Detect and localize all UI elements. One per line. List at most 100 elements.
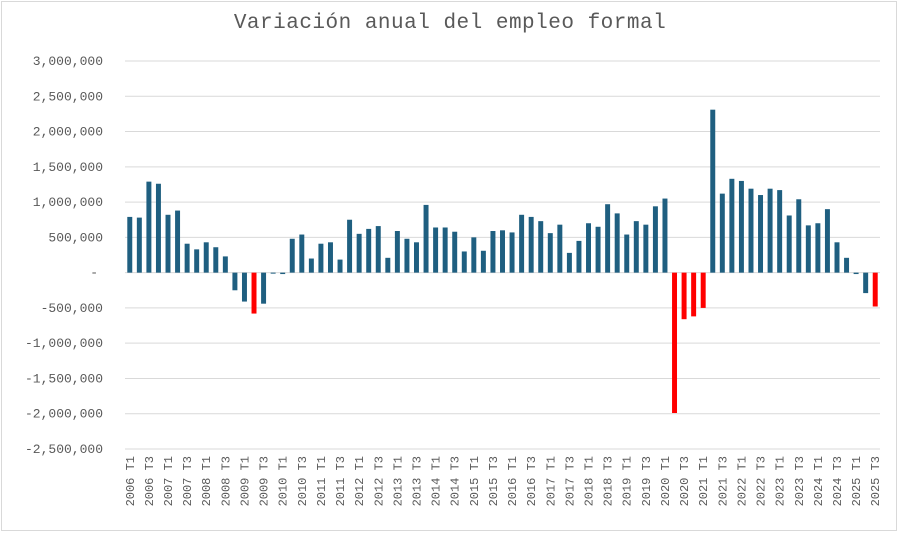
bar [385, 257, 391, 273]
x-tick-label: 2018 T3 [602, 456, 616, 506]
x-tick-label: 2016 T3 [525, 456, 539, 506]
x-tick-label: 2009 T1 [238, 456, 252, 506]
x-tick-label: 2016 T1 [506, 456, 520, 506]
bar [834, 242, 840, 273]
bar [710, 109, 716, 273]
bar [796, 199, 802, 273]
bar [213, 247, 219, 273]
x-tick-label: 2021 T3 [716, 456, 730, 506]
x-axis-labels: 2006 T1 2006 T3 2007 T1 2007 T3 2008 T1 2008 … [124, 456, 883, 506]
x-tick-label: 2022 T3 [755, 456, 769, 506]
x-tick-label: 2025 T3 [869, 456, 883, 506]
bar [471, 237, 477, 273]
x-tick-label: 2008 T1 [200, 456, 214, 506]
bar [480, 250, 486, 273]
y-tick-label: 2,500,000 [33, 89, 103, 104]
bar [672, 272, 678, 414]
x-tick-label: 2020 T3 [678, 456, 692, 506]
bar [624, 234, 630, 273]
bar [414, 242, 419, 273]
bar [863, 272, 869, 294]
bar [261, 272, 267, 304]
bar [175, 210, 181, 273]
x-tick-label: 2007 T1 [162, 456, 176, 506]
bar [155, 183, 161, 273]
chart-title: Variación anual del empleo formal [233, 12, 667, 35]
bar [289, 238, 295, 273]
x-tick-label: 2013 T3 [410, 456, 424, 506]
bar [280, 272, 286, 275]
x-tick-label: 2006 T3 [143, 456, 157, 506]
bar [729, 178, 735, 273]
bar [356, 233, 362, 273]
bar [490, 231, 496, 273]
bar [643, 224, 649, 273]
bar [566, 252, 572, 273]
x-tick-label: 2020 T1 [659, 456, 673, 506]
bar [452, 231, 458, 273]
x-tick-label: 2025 T1 [850, 456, 864, 506]
x-tick-label: 2019 T1 [621, 456, 635, 506]
bar [194, 249, 200, 273]
x-tick-label: 2010 T1 [277, 456, 291, 506]
bar [738, 180, 744, 273]
bar [586, 223, 591, 273]
bar [423, 204, 429, 273]
bar [375, 226, 381, 273]
bar [337, 259, 343, 273]
y-tick-label: -2,000,000 [25, 407, 103, 422]
x-tick-label: 2014 T3 [449, 456, 463, 506]
bar [691, 272, 697, 317]
bar [528, 216, 534, 273]
bar [777, 190, 783, 273]
y-tick-label: 1,500,000 [33, 160, 103, 175]
x-tick-label: 2015 T1 [468, 456, 482, 506]
bar [576, 240, 582, 273]
bar [815, 223, 821, 273]
bar [222, 256, 228, 273]
bar [461, 251, 467, 273]
bar [557, 224, 563, 273]
bar [662, 198, 668, 273]
bar [299, 234, 305, 273]
bar [767, 188, 773, 273]
x-tick-label: 2019 T3 [640, 456, 654, 506]
x-tick-label: 2011 T3 [334, 456, 348, 506]
x-tick-label: 2007 T3 [181, 456, 195, 506]
bar [758, 195, 764, 273]
x-tick-label: 2017 T1 [544, 456, 558, 506]
bar [681, 272, 687, 320]
bar [538, 221, 544, 273]
y-tick-label: 3,000,000 [33, 54, 103, 69]
y-tick-label: 2,000,000 [33, 125, 103, 140]
y-axis-labels: 3,000,000 2,500,000 2,000,000 1,500,000 1,00… [25, 54, 103, 457]
y-tick-label: -1,000,000 [25, 336, 103, 351]
bar [844, 257, 850, 273]
bar [270, 272, 276, 274]
y-tick-label: -1,500,000 [25, 371, 103, 386]
bar [547, 233, 553, 273]
x-tick-label: 2012 T1 [353, 456, 367, 506]
bar [748, 188, 754, 273]
bar [700, 272, 706, 308]
bar [519, 214, 525, 273]
bar [595, 226, 601, 273]
y-tick-label: 500,000 [48, 230, 103, 245]
x-tick-label: 2011 T1 [315, 456, 329, 506]
bar [232, 272, 238, 291]
bar [366, 228, 372, 273]
x-tick-label: 2021 T1 [697, 456, 711, 506]
bar [165, 214, 171, 273]
y-tick-label: -2,500,000 [25, 442, 103, 457]
bar [318, 243, 324, 273]
bar [241, 272, 247, 302]
y-tick-label: 1,000,000 [33, 195, 103, 210]
x-tick-label: 2018 T1 [583, 456, 597, 506]
x-tick-label: 2008 T3 [219, 456, 233, 506]
bar [824, 209, 830, 273]
x-tick-label: 2012 T3 [372, 456, 386, 506]
bar [805, 225, 811, 273]
y-tick-label: -500,000 [41, 301, 103, 316]
bar [442, 227, 448, 273]
